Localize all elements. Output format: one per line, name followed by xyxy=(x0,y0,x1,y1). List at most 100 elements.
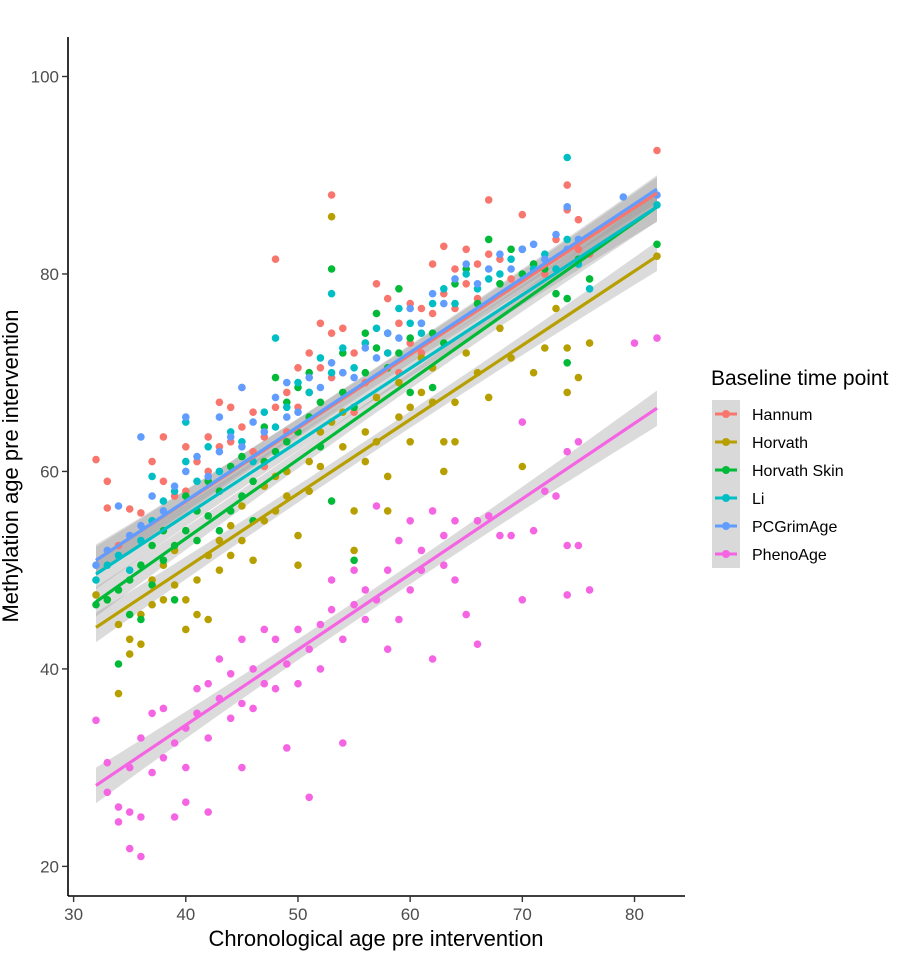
data-point xyxy=(271,684,280,693)
data-point xyxy=(440,561,448,569)
data-point xyxy=(406,586,415,594)
data-point xyxy=(226,433,235,441)
data-point xyxy=(327,212,336,221)
data-point xyxy=(395,615,403,624)
data-point xyxy=(428,260,437,268)
data-point xyxy=(271,403,280,412)
data-point xyxy=(428,383,437,392)
data-point xyxy=(238,452,246,461)
data-point xyxy=(170,581,179,589)
data-point xyxy=(182,467,190,476)
data-point xyxy=(574,438,583,446)
data-point xyxy=(170,482,179,491)
data-point xyxy=(563,591,571,599)
data-point xyxy=(496,324,504,333)
regression-line xyxy=(95,406,658,787)
data-point xyxy=(417,319,426,328)
data-point xyxy=(406,304,415,313)
data-point xyxy=(451,398,459,407)
data-point xyxy=(406,319,415,328)
data-point xyxy=(204,679,212,688)
data-point xyxy=(417,546,426,555)
data-point xyxy=(114,803,123,811)
data-point xyxy=(294,531,302,540)
data-point xyxy=(249,556,257,565)
data-point xyxy=(215,566,224,574)
data-point xyxy=(395,285,403,293)
data-point xyxy=(518,596,527,604)
data-point xyxy=(159,704,168,713)
data-point xyxy=(316,620,325,629)
data-point xyxy=(238,423,246,431)
data-point xyxy=(406,403,415,412)
data-point xyxy=(563,235,571,244)
data-point xyxy=(92,716,100,725)
data-point xyxy=(327,605,336,614)
data-point xyxy=(428,507,437,515)
data-point xyxy=(552,289,560,298)
data-point xyxy=(215,536,224,545)
data-point xyxy=(215,447,224,456)
data-point xyxy=(249,665,257,673)
data-point xyxy=(428,299,437,308)
data-point xyxy=(563,203,571,211)
data-point xyxy=(350,566,358,574)
data-point xyxy=(395,378,403,387)
data-point xyxy=(462,349,471,357)
data-point xyxy=(159,497,168,505)
data-point xyxy=(372,324,381,333)
data-point xyxy=(327,191,336,199)
data-point xyxy=(103,758,112,767)
data-point xyxy=(238,763,246,772)
regression-line xyxy=(95,205,658,576)
data-point xyxy=(137,509,145,517)
x-tick-label: 50 xyxy=(289,905,308,924)
x-ticks: 30 40 50 60 70 80 xyxy=(64,896,644,924)
data-point xyxy=(339,344,347,352)
data-point xyxy=(327,329,336,338)
data-point xyxy=(215,413,224,421)
data-point xyxy=(552,230,560,239)
legend-items: Hannum Horvath Horvath Skin Li PCGrimAge Phen… xyxy=(712,400,844,568)
regression-lines xyxy=(95,187,658,787)
data-point xyxy=(406,388,415,397)
data-point xyxy=(529,368,538,377)
data-point xyxy=(238,502,246,510)
data-point xyxy=(305,645,314,653)
data-point xyxy=(484,275,493,283)
data-point xyxy=(462,270,471,278)
data-point xyxy=(193,536,201,545)
data-point xyxy=(350,600,358,609)
data-point xyxy=(383,566,392,574)
data-point xyxy=(440,299,448,308)
data-point xyxy=(125,650,134,658)
data-point xyxy=(193,576,201,584)
data-point xyxy=(462,260,471,268)
data-point xyxy=(226,403,235,412)
legend-label: Li xyxy=(752,491,764,508)
data-point xyxy=(294,364,302,372)
data-point xyxy=(372,344,381,352)
data-point xyxy=(226,521,235,530)
data-point xyxy=(148,472,156,481)
data-point xyxy=(451,517,459,525)
legend-label: Hannum xyxy=(752,407,812,424)
legend-key-point xyxy=(722,522,730,530)
data-point xyxy=(238,383,246,392)
data-point xyxy=(350,349,358,357)
legend-title: Baseline time point xyxy=(711,367,889,390)
data-point xyxy=(339,635,347,644)
data-point xyxy=(283,403,291,412)
data-point xyxy=(148,768,156,777)
legend-label: PCGrimAge xyxy=(752,519,837,536)
data-point xyxy=(350,364,358,372)
data-point xyxy=(271,255,280,263)
data-point xyxy=(395,319,403,328)
legend-label: Horvath xyxy=(752,435,808,452)
data-point xyxy=(92,561,100,569)
data-point xyxy=(563,388,571,397)
data-point xyxy=(103,477,112,486)
data-point xyxy=(563,153,571,162)
legend-key-point xyxy=(722,410,730,418)
data-point xyxy=(361,344,370,352)
